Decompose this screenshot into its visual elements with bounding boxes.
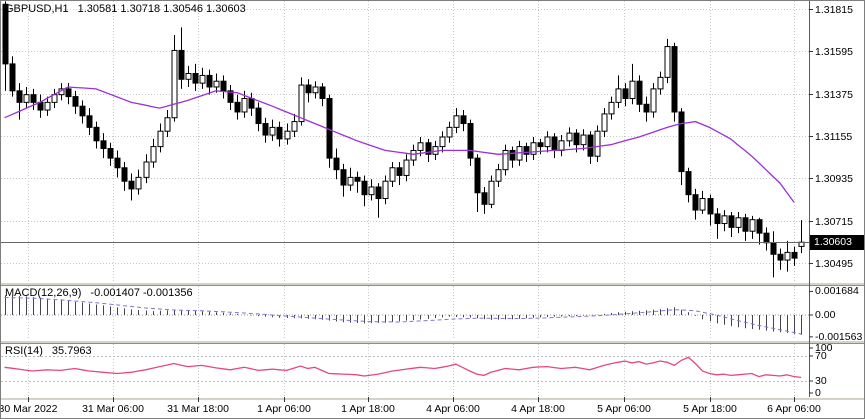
price-axis-label: 1.30935: [815, 172, 853, 185]
price-axis-label: 1.31155: [815, 130, 853, 143]
rsi-indicator-panel[interactable]: [1, 344, 809, 397]
price-axis-label: 1.31815: [815, 3, 853, 16]
price-axis-border: [809, 1, 810, 397]
rsi-axis-label: 70: [815, 350, 827, 362]
current-price-tag: 1.30603: [810, 234, 864, 250]
time-axis[interactable]: [1, 400, 864, 418]
rsi-axis-label: 30: [815, 375, 827, 387]
macd-axis-label: 0.001684: [815, 285, 859, 298]
macd-indicator-panel[interactable]: [1, 286, 809, 340]
panel-separator[interactable]: [1, 282, 864, 286]
price-axis-label: 1.30715: [815, 215, 853, 228]
price-chart-panel[interactable]: [1, 1, 809, 282]
price-axis-label: 1.31375: [815, 88, 853, 101]
macd-axis-label: 0.00: [815, 308, 836, 321]
price-axis-label: 1.30495: [815, 257, 853, 270]
panel-separator[interactable]: [1, 340, 864, 344]
price-axis-label: 1.31595: [815, 45, 853, 58]
